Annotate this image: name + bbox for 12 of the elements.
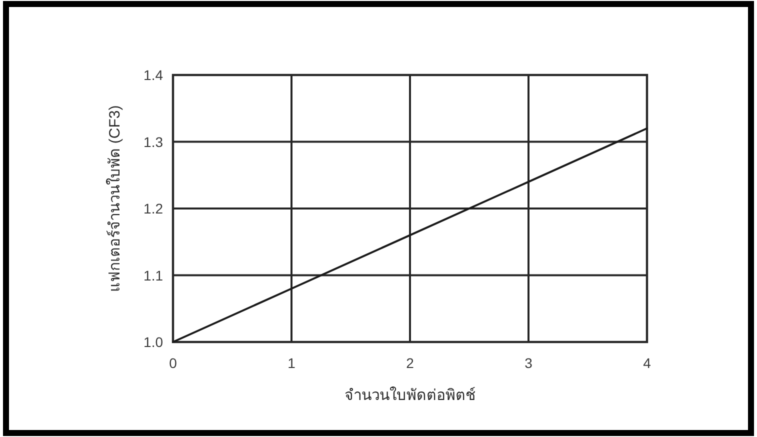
x-tick-label: 4 [643, 355, 652, 371]
y-axis-title: แฟกเตอร์จำนวนใบพัด (CF3) [106, 105, 124, 292]
x-axis-title: จำนวนใบพัดต่อพิตช์ [344, 386, 476, 404]
x-tick-label: 1 [288, 355, 296, 371]
x-tick-label: 3 [524, 355, 533, 371]
y-tick-label: 1.1 [144, 267, 164, 284]
y-tick-label: 1.3 [144, 134, 164, 150]
x-tick-label: 2 [406, 355, 414, 371]
y-tick-label: 1.0 [144, 334, 164, 350]
x-tick-label: 0 [169, 355, 178, 371]
y-tick-label: 1.2 [144, 200, 164, 216]
y-tick-label: 1.4 [144, 67, 164, 83]
